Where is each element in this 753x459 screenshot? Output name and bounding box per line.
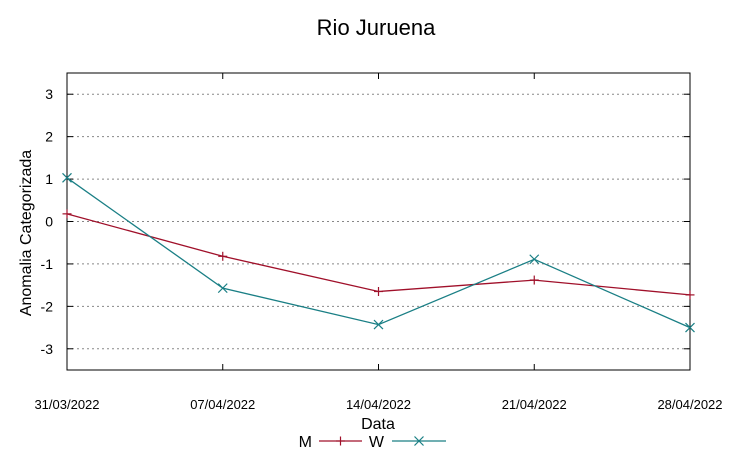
y-axis-ticks: 3 2 1 0 -1 -2 -3 xyxy=(41,86,690,357)
data-point-w xyxy=(529,254,540,265)
legend-swatch-marker xyxy=(414,436,424,446)
y-tick-label: -2 xyxy=(41,298,54,314)
y-tick-label: -3 xyxy=(41,341,54,357)
data-point-m xyxy=(529,275,539,285)
x-tick-label: 21/04/2022 xyxy=(502,397,567,412)
data-point-w xyxy=(685,322,695,333)
data-point-m xyxy=(62,209,72,219)
data-point-m xyxy=(374,287,383,297)
data-point-w xyxy=(217,283,228,294)
x-tick-label: 14/04/2022 xyxy=(346,397,411,412)
y-tick-label: 1 xyxy=(45,171,53,187)
legend-item-m: M xyxy=(299,434,362,451)
y-tick-label: -1 xyxy=(41,256,54,272)
x-tick-label: 07/04/2022 xyxy=(190,397,255,412)
x-axis-ticks: 31/03/2022 07/04/2022 14/04/2022 21/04/2022… xyxy=(34,73,723,412)
y-tick-label: 3 xyxy=(45,86,53,102)
gridlines xyxy=(67,93,690,350)
data-point-m xyxy=(218,251,228,261)
x-tick-label: 31/03/2022 xyxy=(34,397,99,412)
legend-item-w: W xyxy=(369,434,446,451)
series-line-w xyxy=(66,177,691,329)
legend-swatch-marker xyxy=(336,436,345,446)
data-point-w xyxy=(62,172,72,183)
legend-label: M xyxy=(299,434,312,451)
x-axis-label: Data xyxy=(361,416,395,433)
x-tick-label: 28/04/2022 xyxy=(657,397,722,412)
legend-label: W xyxy=(369,434,385,451)
y-axis-label: Anomalia Categorizada xyxy=(18,150,35,316)
series-layer xyxy=(62,172,695,333)
y-tick-label: 2 xyxy=(45,129,53,145)
data-point-m xyxy=(685,290,695,300)
data-point-w xyxy=(373,319,384,330)
chart-title: Rio Juruena xyxy=(317,15,436,40)
y-tick-label: 0 xyxy=(45,214,53,230)
series-line-m xyxy=(66,213,691,296)
